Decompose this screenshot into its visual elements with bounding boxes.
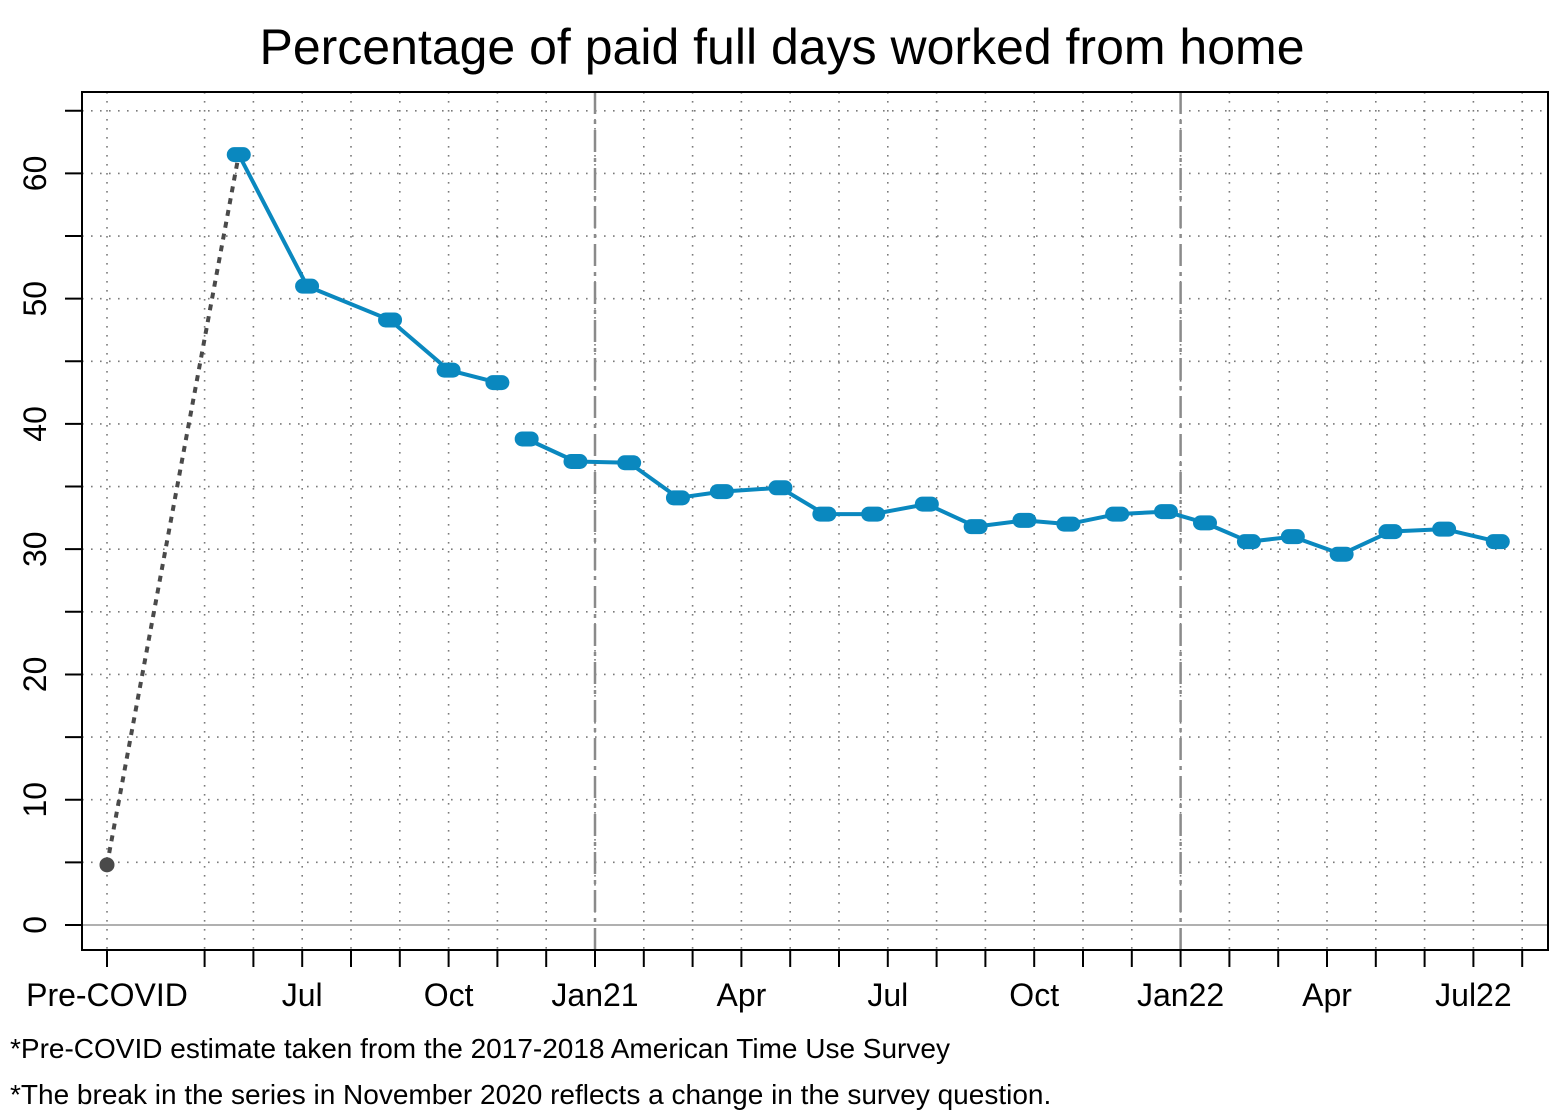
pre-covid-connector [105,154,241,866]
data-point [226,147,251,163]
data-point [1153,504,1178,520]
x-axis: Pre-COVID Jul Oct Jan21 Apr Jul Oct Jan22 Apr Jul… [26,950,1524,1013]
y-tick-label: 30 [17,531,53,567]
data-point [1056,516,1081,532]
y-axis: 0 10 20 30 40 50 60 [17,109,82,934]
connector-line [105,154,241,866]
data-point [1329,546,1354,562]
y-tick-label: 0 [17,916,53,934]
data-point [768,480,793,496]
data-point [563,454,588,470]
x-tick-label: Oct [1009,977,1059,1013]
data-point [1378,524,1403,540]
data-point [963,519,988,535]
x-tick-label: Oct [424,977,474,1013]
y-tick-label: 20 [17,657,53,693]
reference-lines [82,92,1548,950]
x-tick-label: Apr [1302,977,1352,1013]
data-point [617,455,642,471]
footnote-series-break: *The break in the series in November 202… [10,1079,1052,1110]
plot-frame [81,91,1549,951]
data-point [812,506,837,522]
y-tick-label: 50 [17,281,53,317]
data-point [914,496,939,512]
y-tick-label: 40 [17,406,53,442]
chart-title: Percentage of paid full days worked from… [259,19,1305,75]
grid [82,92,1548,950]
x-tick-label: Jul22 [1435,977,1512,1013]
data-point [485,375,510,391]
series-line-1 [236,152,500,385]
pre-covid-point [99,857,115,873]
data-point [861,506,886,522]
x-tick-label: Jul [282,977,323,1013]
x-tick-label: Pre-COVID [26,977,188,1013]
footnote-pre-covid: *Pre-COVID estimate taken from the 2017-… [10,1033,950,1064]
series-lines [236,152,1500,557]
data-point [1105,506,1130,522]
data-point [1280,529,1305,545]
data-point [709,484,734,500]
data-point [665,490,690,506]
data-point [1012,512,1037,528]
data-point [436,362,461,378]
x-tick-label: Jan22 [1137,977,1224,1013]
data-point [1193,515,1217,531]
data-point [1432,521,1457,537]
data-points [99,147,1510,873]
data-point [295,278,320,294]
data-point [1485,534,1510,550]
x-tick-label: Apr [717,977,767,1013]
data-point [1236,534,1261,550]
x-tick-label: Jul [867,977,908,1013]
data-point [514,431,539,447]
data-point [378,312,403,328]
x-tick-label: Jan21 [551,977,638,1013]
y-tick-label: 60 [17,156,53,192]
y-tick-label: 10 [17,782,53,818]
